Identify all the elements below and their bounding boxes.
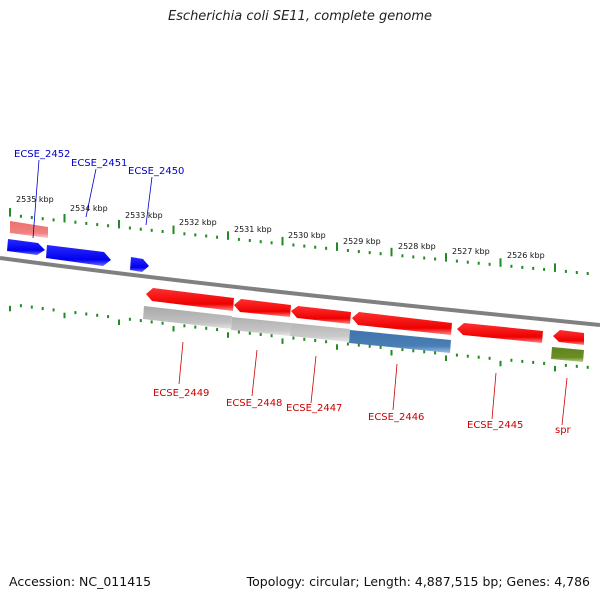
gene-label-ecse-2450[interactable]: ECSE_2450 — [128, 166, 184, 177]
gene-label-ecse-2446[interactable]: ECSE_2446 — [368, 412, 424, 423]
gene-label-spr[interactable]: spr — [555, 425, 572, 436]
kbp-label: 2534 kbp — [70, 204, 108, 213]
kbp-scale-labels: 2535 kbp 2534 kbp 2533 kbp 2532 kbp 2531… — [16, 195, 545, 260]
kbp-label: 2527 kbp — [452, 247, 490, 256]
gene-ecse-2451[interactable] — [46, 245, 111, 266]
reverse-gene-labels: ECSE_2449 ECSE_2448 ECSE_2447 ECSE_2446 … — [153, 341, 572, 436]
kbp-label: 2529 kbp — [343, 237, 381, 246]
kbp-label: 2530 kbp — [288, 231, 326, 240]
gene-ecse-2448-lower[interactable] — [231, 317, 291, 336]
forward-strand-genes — [7, 221, 149, 272]
forward-gene-labels: ECSE_2452 ECSE_2451 ECSE_2450 — [14, 149, 184, 239]
gene-label-ecse-2452[interactable]: ECSE_2452 — [14, 149, 70, 160]
kbp-label: 2526 kbp — [507, 251, 545, 260]
lower-tick-track — [9, 304, 589, 372]
gene-ecse-2445[interactable] — [457, 323, 543, 343]
gene-label-ecse-2451[interactable]: ECSE_2451 — [71, 158, 127, 169]
gene-label-ecse-2447[interactable]: ECSE_2447 — [286, 403, 342, 414]
kbp-label: 2533 kbp — [125, 211, 163, 220]
upper-tick-track — [9, 208, 589, 275]
gene-ecse-2450[interactable] — [130, 257, 149, 272]
genome-summary-text: Topology: circular; Length: 4,887,515 bp… — [246, 574, 590, 589]
gene-spr[interactable] — [553, 330, 584, 345]
gene-ecse-2449-lower[interactable] — [143, 306, 232, 329]
gene-ecse-2452[interactable] — [7, 239, 45, 255]
gene-ecse-2447[interactable] — [291, 306, 351, 324]
gene-label-ecse-2445[interactable]: ECSE_2445 — [467, 420, 523, 431]
gene-ecse-2449[interactable] — [146, 288, 234, 311]
gene-ecse-2446[interactable] — [352, 312, 452, 335]
genome-backbone — [0, 256, 600, 327]
kbp-label: 2532 kbp — [179, 218, 217, 227]
reverse-strand-genes — [143, 288, 584, 362]
gene-spr-lower[interactable] — [551, 347, 584, 362]
gene-ecse-2446-lower[interactable] — [349, 330, 451, 353]
accession-text: Accession: NC_011415 — [9, 574, 152, 589]
kbp-label: 2535 kbp — [16, 195, 54, 204]
gene-ecse-2452-upper[interactable] — [10, 221, 48, 238]
gene-label-ecse-2449[interactable]: ECSE_2449 — [153, 388, 209, 399]
map-title: Escherichia coli SE11, complete genome — [167, 9, 433, 24]
gene-label-ecse-2448[interactable]: ECSE_2448 — [226, 398, 282, 409]
kbp-label: 2531 kbp — [234, 225, 272, 234]
kbp-label: 2528 kbp — [398, 242, 436, 251]
gene-ecse-2447-lower[interactable] — [290, 323, 350, 342]
gene-ecse-2448[interactable] — [234, 299, 291, 317]
